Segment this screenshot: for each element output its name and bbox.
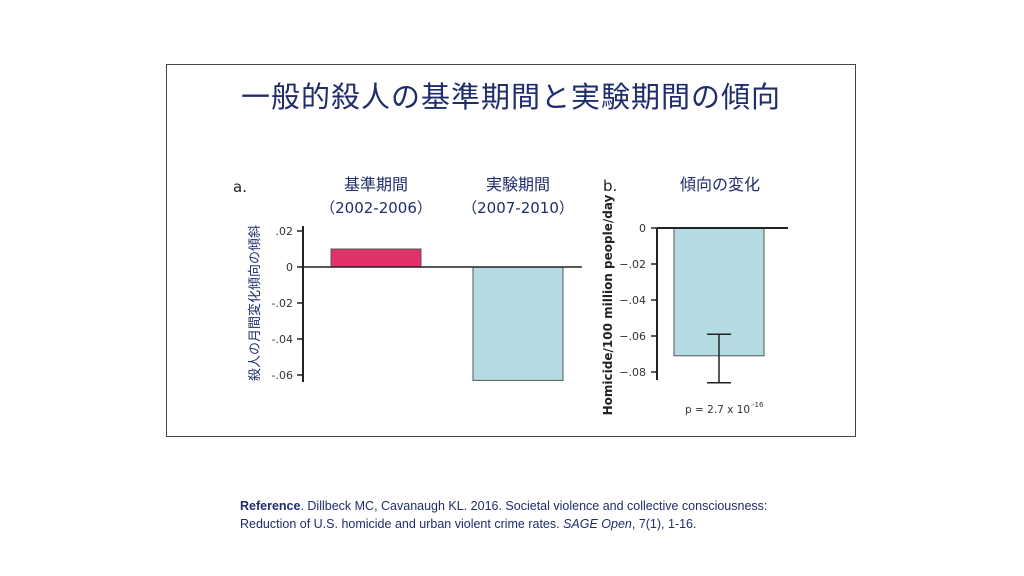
y-tick-label-a: .02 bbox=[276, 225, 294, 238]
reference-journal: SAGE Open bbox=[563, 517, 632, 531]
category-label-a: 基準期間 bbox=[344, 175, 408, 194]
y-tick-label-a: -.06 bbox=[272, 369, 293, 382]
y-axis-label-b: Homicide/100 million people/day bbox=[601, 194, 615, 415]
p-value-exponent: -16 bbox=[752, 401, 764, 409]
y-tick-label-b: −.06 bbox=[619, 330, 646, 343]
reference: Reference. Dillbeck MC, Cavanaugh KL. 20… bbox=[240, 497, 767, 533]
category-sublabel-a: （2002-2006） bbox=[320, 199, 432, 217]
p-value-annotation: p = 2.7 x 10 bbox=[685, 404, 750, 416]
reference-rest: , 7(1), 1-16. bbox=[631, 517, 697, 531]
category-label-a: 実験期間 bbox=[486, 175, 550, 194]
y-tick-label-a: -.04 bbox=[272, 333, 293, 346]
y-tick-label-b: −.02 bbox=[619, 258, 646, 271]
panel-label-b: b. bbox=[603, 177, 617, 195]
panel-label-a: a. bbox=[233, 178, 247, 196]
chart-title-b: 傾向の変化 bbox=[680, 175, 760, 194]
reference-label: Reference bbox=[240, 499, 301, 513]
y-tick-label-b: 0 bbox=[639, 222, 646, 235]
slide-title: 一般的殺人の基準期間と実験期間の傾向 bbox=[240, 80, 781, 114]
slide-frame bbox=[166, 64, 856, 437]
y-tick-label-a: 0 bbox=[286, 261, 293, 274]
bar-a-2 bbox=[472, 266, 564, 381]
reference-text: . Dillbeck MC, Cavanaugh KL. 2016. Socie… bbox=[300, 499, 768, 513]
y-axis-label-a: 殺人の月間変化傾向の傾斜 bbox=[247, 225, 263, 381]
y-tick-label-a: -.02 bbox=[272, 297, 293, 310]
y-tick-label-b: −.04 bbox=[619, 294, 646, 307]
bar-a-1 bbox=[330, 248, 422, 268]
y-tick-label-b: −.08 bbox=[619, 366, 646, 379]
category-sublabel-a: （2007-2010） bbox=[462, 199, 574, 217]
reference-line2: Reduction of U.S. homicide and urban vio… bbox=[240, 517, 564, 531]
